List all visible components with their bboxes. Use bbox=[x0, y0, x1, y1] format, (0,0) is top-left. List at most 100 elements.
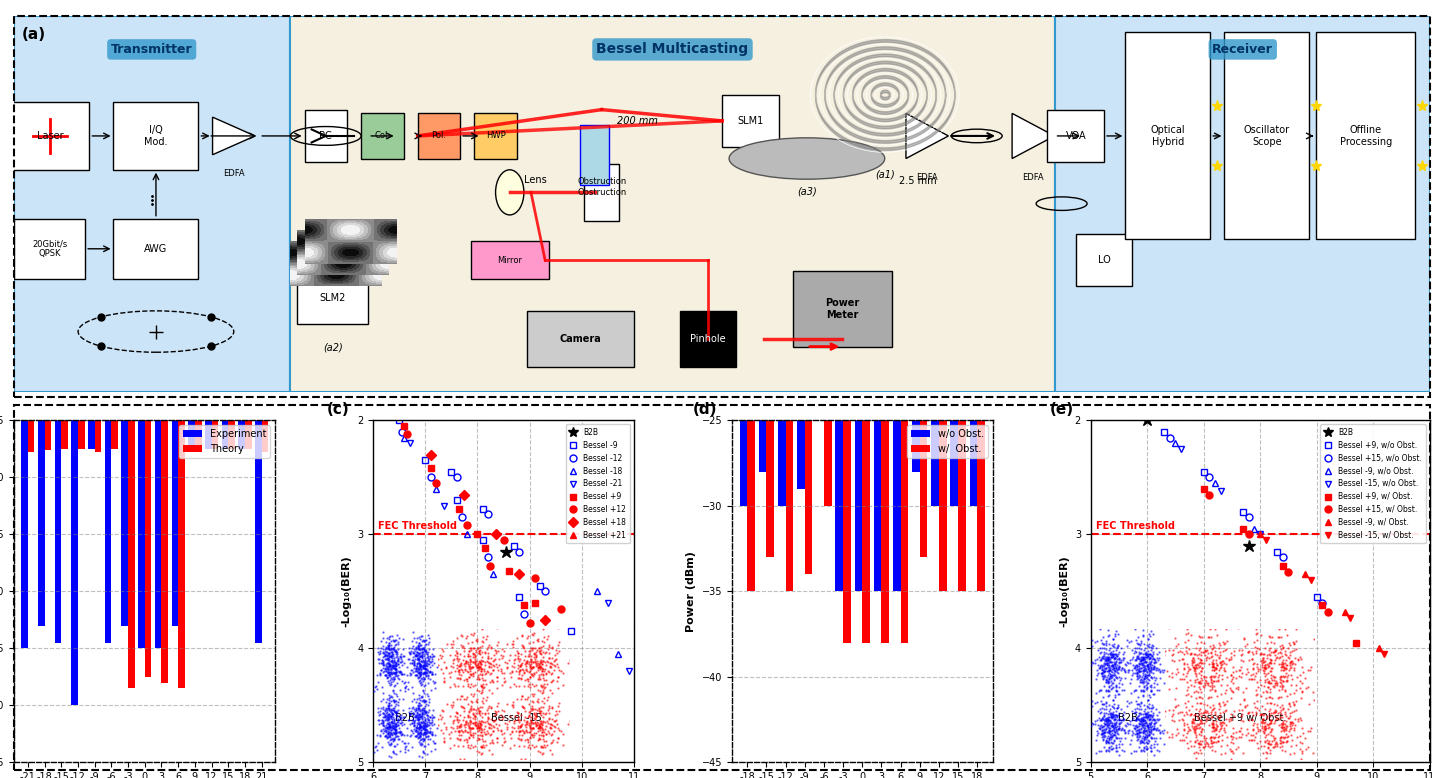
FancyBboxPatch shape bbox=[114, 219, 198, 279]
Bar bbox=[155, 250, 162, 648]
Line: Bessel -9: Bessel -9 bbox=[396, 417, 523, 601]
B2B bbox=[396, 405, 413, 414]
Text: FEC Threshold: FEC Threshold bbox=[1096, 520, 1175, 531]
FancyBboxPatch shape bbox=[417, 114, 461, 159]
FancyBboxPatch shape bbox=[361, 114, 404, 159]
-15 w/o bbox=[1173, 444, 1190, 454]
Polygon shape bbox=[580, 124, 609, 185]
Text: B2B: B2B bbox=[1118, 713, 1138, 724]
Text: Transmitter: Transmitter bbox=[111, 43, 192, 56]
+9 w/ bbox=[1274, 562, 1291, 571]
Bar bbox=[228, 250, 235, 449]
Line: B2B: B2B bbox=[399, 403, 513, 558]
Y-axis label: Power (dBm): Power (dBm) bbox=[686, 551, 696, 632]
Text: (a3): (a3) bbox=[797, 187, 817, 197]
Bar bbox=[969, 0, 978, 506]
Bessel -9 bbox=[511, 593, 529, 602]
Bar bbox=[238, 250, 245, 449]
Bessel -9 bbox=[417, 456, 435, 465]
FancyBboxPatch shape bbox=[527, 311, 634, 367]
Line: Bessel +9: Bessel +9 bbox=[448, 468, 575, 635]
Text: VOA: VOA bbox=[1066, 131, 1086, 141]
Text: HWP: HWP bbox=[485, 131, 505, 141]
Bessel -21 bbox=[435, 501, 452, 510]
FancyBboxPatch shape bbox=[1225, 33, 1310, 240]
Line: -15 w/o: -15 w/o bbox=[1177, 446, 1264, 538]
Bar bbox=[121, 250, 129, 626]
FancyBboxPatch shape bbox=[680, 311, 736, 367]
Text: Bessel -15: Bessel -15 bbox=[491, 713, 542, 724]
Bessel -12 bbox=[516, 610, 533, 619]
Bessel +9 bbox=[563, 627, 580, 636]
Line: Bessel -21: Bessel -21 bbox=[406, 440, 448, 510]
Bar bbox=[804, 0, 813, 574]
FancyBboxPatch shape bbox=[1054, 16, 1430, 392]
-9 w/ bbox=[1240, 530, 1258, 539]
+15 w/ bbox=[1336, 608, 1353, 617]
Bessel -18 bbox=[427, 484, 445, 493]
Line: +9 w/: +9 w/ bbox=[1200, 485, 1360, 647]
Bar bbox=[38, 250, 45, 626]
Bar bbox=[950, 0, 959, 506]
Text: EDFA: EDFA bbox=[917, 173, 939, 182]
Bar bbox=[78, 250, 85, 449]
Bar bbox=[27, 250, 35, 452]
Bessel -12 bbox=[453, 513, 471, 522]
Bar bbox=[816, 0, 825, 420]
Y-axis label: -Log₁₀(BER): -Log₁₀(BER) bbox=[342, 555, 352, 627]
Line: Bessel +12: Bessel +12 bbox=[453, 474, 549, 595]
Bessel +9 bbox=[505, 541, 523, 551]
Text: Laser: Laser bbox=[36, 131, 64, 141]
Bar bbox=[797, 0, 804, 489]
-9 w/o bbox=[1314, 598, 1331, 608]
Text: SLM1: SLM1 bbox=[738, 116, 764, 126]
-9 w/o bbox=[1161, 433, 1178, 442]
Bar bbox=[939, 0, 947, 591]
Text: (a2): (a2) bbox=[323, 343, 342, 353]
Bar bbox=[758, 0, 767, 471]
Bessel -9 bbox=[390, 415, 407, 425]
Bar bbox=[212, 250, 218, 449]
Line: B2B: B2B bbox=[1141, 414, 1255, 552]
FancyBboxPatch shape bbox=[583, 164, 619, 221]
Text: Offline
Processing: Offline Processing bbox=[1340, 125, 1392, 147]
+9 w/o bbox=[1308, 593, 1326, 602]
Bar bbox=[139, 250, 144, 648]
Bar bbox=[188, 250, 195, 449]
FancyBboxPatch shape bbox=[1076, 233, 1132, 286]
FancyBboxPatch shape bbox=[290, 16, 1054, 392]
Bar bbox=[261, 250, 269, 452]
Legend: Experiment, Theory: Experiment, Theory bbox=[179, 426, 270, 458]
Bar bbox=[104, 250, 111, 643]
+9 w/o bbox=[1235, 507, 1252, 517]
Bar bbox=[978, 0, 985, 591]
+9 w/o bbox=[1155, 427, 1173, 436]
Bar bbox=[95, 250, 101, 452]
-15 w/ bbox=[1341, 613, 1359, 622]
Bar bbox=[901, 0, 908, 643]
Line: Bessel +21: Bessel +21 bbox=[605, 599, 632, 675]
Text: Optical
Hybrid: Optical Hybrid bbox=[1151, 125, 1186, 147]
Legend: B2B, Bessel +9, w/o Obst., Bessel +15, w/o Obst., Bessel -9, w/o Obst., Bessel -: B2B, Bessel +9, w/o Obst., Bessel +15, w… bbox=[1320, 424, 1425, 544]
Text: Power
Meter: Power Meter bbox=[825, 298, 859, 320]
Bar bbox=[55, 250, 61, 643]
Text: B2B: B2B bbox=[394, 713, 414, 724]
Bessel -12 bbox=[422, 473, 439, 482]
Bessel +18 bbox=[589, 587, 606, 596]
Bar bbox=[931, 0, 939, 506]
Bessel -21 bbox=[401, 439, 419, 448]
Text: 20Gbit/s
QPSK: 20Gbit/s QPSK bbox=[32, 239, 68, 258]
Legend: w/o Obst., w/  Obst.: w/o Obst., w/ Obst. bbox=[907, 426, 988, 458]
+15 w/o bbox=[1167, 439, 1184, 448]
Bar bbox=[195, 250, 202, 452]
FancyBboxPatch shape bbox=[1125, 33, 1210, 240]
-15 w/ bbox=[1302, 576, 1320, 585]
Bessel -9 bbox=[474, 535, 491, 545]
Line: -9 w/: -9 w/ bbox=[1206, 491, 1331, 615]
Bar bbox=[959, 0, 966, 591]
FancyBboxPatch shape bbox=[471, 241, 549, 279]
Text: EDFA: EDFA bbox=[1022, 173, 1044, 182]
B2B bbox=[1240, 541, 1258, 551]
-9 w/ bbox=[1279, 567, 1297, 576]
Line: +15 w/o: +15 w/o bbox=[1173, 440, 1258, 532]
